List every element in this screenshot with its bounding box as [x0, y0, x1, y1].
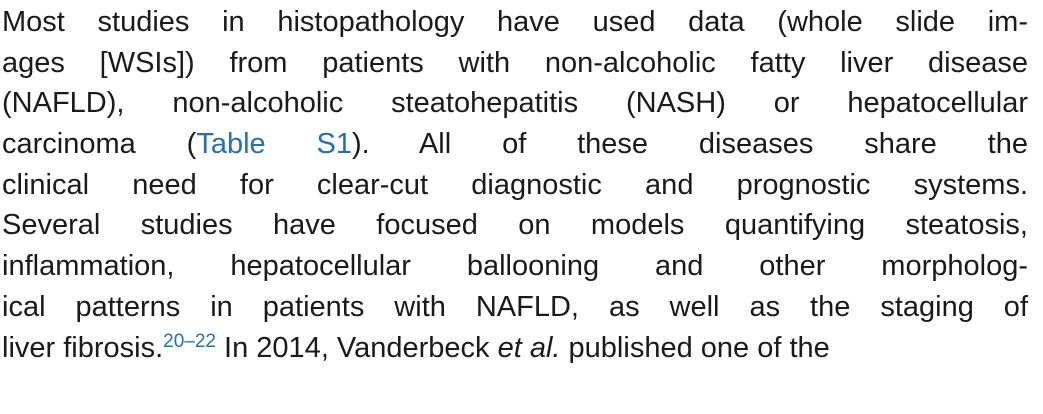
- paragraph-line-7: inflammation, hepatocellular ballooning …: [2, 250, 1028, 283]
- table-s1-link[interactable]: Table S1: [196, 128, 352, 161]
- line-9-start: liver fibrosis.: [2, 331, 164, 364]
- paragraph-line-4: carcinoma (Table S1). All of these disea…: [2, 124, 1028, 165]
- paragraph-line-2: ages [WSIs]) from patients with non-alco…: [2, 46, 1028, 79]
- line-4-end: ). All of these diseases share the: [351, 128, 1028, 161]
- line-9-middle: In 2014, Vanderbeck: [216, 331, 498, 364]
- paragraph-line-5: clinical need for clear-cut diagnostic a…: [2, 168, 1028, 201]
- et-al-italic: et al.: [497, 331, 561, 364]
- paragraph-line-1: Most studies in histopathology have used…: [2, 6, 1028, 38]
- line-9-end: published one of the: [560, 331, 830, 364]
- paragraph-line-9: liver fibrosis.20–22 In 2014, Vanderbeck…: [2, 328, 1028, 369]
- paragraph-line-8: ical patterns in patients with NAFLD, as…: [2, 290, 1028, 323]
- citation-superscript-link[interactable]: 20–22: [163, 330, 216, 352]
- paragraph-line-3: (NAFLD), non-alcoholic steatohepatitis (…: [2, 87, 1028, 120]
- paragraph-line-6: Several studies have focused on models q…: [2, 209, 1028, 242]
- line-4-start: carcinoma (: [2, 128, 197, 161]
- body-paragraph: Most studies in histopathology have used…: [2, 2, 1028, 368]
